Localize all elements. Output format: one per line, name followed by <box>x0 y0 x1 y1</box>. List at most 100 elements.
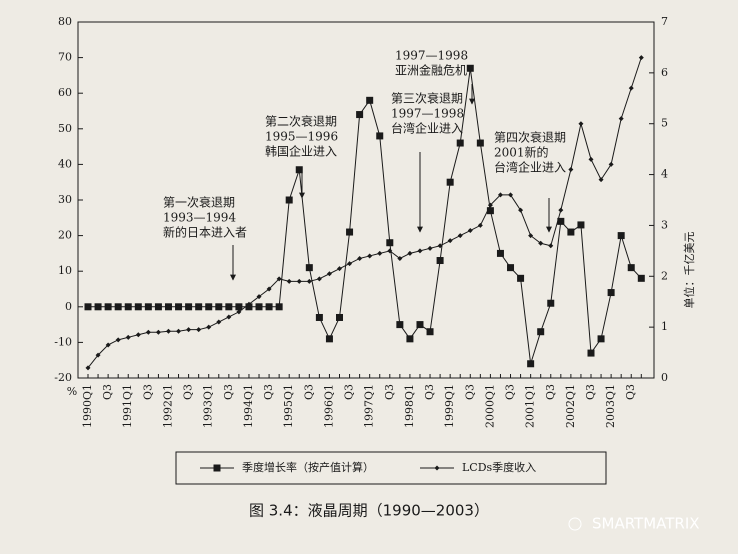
marker-diamond <box>367 253 373 259</box>
legend-label: 季度增长率（按产值计算） <box>242 460 374 474</box>
marker-square <box>275 303 283 311</box>
marker-diamond <box>477 222 483 228</box>
annotation: 台湾企业进入 <box>391 121 463 136</box>
marker-diamond <box>145 329 151 335</box>
marker-square <box>124 303 132 311</box>
x-tick-label: Q3 <box>504 384 517 400</box>
marker-diamond <box>598 177 604 183</box>
annotation: 2001新的 <box>494 145 549 160</box>
marker-square <box>134 303 142 311</box>
x-tick-label: Q3 <box>302 384 315 400</box>
marker-diamond <box>467 228 473 234</box>
marker-diamond <box>85 365 91 371</box>
marker-square <box>315 313 323 321</box>
marker-diamond <box>306 278 312 284</box>
x-tick-label: Q3 <box>222 384 235 400</box>
x-tick-label: Q3 <box>182 384 195 400</box>
x-tick-label: 1996Q1 <box>322 384 335 428</box>
marker-diamond <box>276 276 282 282</box>
marker-diamond <box>377 250 383 256</box>
marker-diamond <box>236 309 242 315</box>
marker-square <box>597 335 605 343</box>
annotation: 1995—1996 <box>265 130 338 144</box>
marker-diamond <box>186 327 192 333</box>
marker-square <box>446 178 454 186</box>
marker-square <box>547 299 555 307</box>
x-tick-label: Q3 <box>101 384 114 400</box>
x-tick-label: 1997Q1 <box>363 384 376 428</box>
marker-diamond <box>427 245 433 251</box>
marker-square <box>295 166 303 174</box>
y2-axis-label: 单位：千亿美元 <box>682 232 696 309</box>
annotation: 1993—1994 <box>163 211 236 225</box>
marker-square <box>537 328 545 336</box>
annotation: 台湾企业进入 <box>494 160 566 175</box>
marker-diamond <box>508 192 514 198</box>
x-tick-label: 1999Q1 <box>443 384 456 428</box>
marker-diamond <box>196 327 202 333</box>
y-tick-label: 70 <box>58 51 72 64</box>
marker-diamond <box>357 255 363 261</box>
y-tick-label: 30 <box>58 193 72 206</box>
x-tick-label: Q3 <box>624 384 637 400</box>
y2-tick-label: 5 <box>661 117 668 130</box>
marker-diamond <box>155 329 161 335</box>
marker-square <box>366 96 374 104</box>
x-tick-label: 1994Q1 <box>242 384 255 428</box>
marker-diamond <box>578 121 584 127</box>
y2-tick-label: 0 <box>661 371 668 384</box>
marker-diamond <box>618 116 624 122</box>
y-tick-label: 0 <box>65 300 72 313</box>
marker-diamond <box>487 202 493 208</box>
legend-label: LCDs季度收入 <box>462 460 536 474</box>
x-tick-label: 1992Q1 <box>161 384 174 428</box>
marker-square <box>486 207 494 215</box>
marker-diamond <box>216 319 222 325</box>
marker-diamond <box>497 192 503 198</box>
annotation: 亚洲金融危机 <box>395 63 467 78</box>
marker-square <box>527 360 535 368</box>
x-tick-label: 2002Q1 <box>564 384 577 428</box>
y-tick-label: 10 <box>58 264 72 277</box>
marker-diamond <box>176 328 182 334</box>
legend-box <box>175 451 607 485</box>
marker-diamond <box>246 301 252 307</box>
legend-marker <box>434 465 440 471</box>
annotation: 第二次衰退期 <box>265 114 337 129</box>
annotation: 1997—1998 <box>391 107 464 121</box>
marker-diamond <box>206 324 212 330</box>
marker-diamond <box>437 243 443 249</box>
marker-diamond <box>407 250 413 256</box>
y-tick-label: -10 <box>54 335 72 348</box>
marker-diamond <box>548 243 554 249</box>
x-tick-label: 1993Q1 <box>202 384 215 428</box>
marker-square <box>325 335 333 343</box>
marker-diamond <box>95 352 101 358</box>
x-tick-label: 2003Q1 <box>604 384 617 428</box>
marker-diamond <box>256 294 262 300</box>
x-tick-label: Q3 <box>423 384 436 400</box>
annotation: 1997—1998 <box>395 49 468 63</box>
marker-diamond <box>588 156 594 162</box>
marker-square <box>104 303 112 311</box>
marker-square <box>386 239 394 247</box>
marker-diamond <box>226 314 232 320</box>
x-tick-label: Q3 <box>343 384 356 400</box>
marker-diamond <box>628 85 634 91</box>
x-tick-label: 1990Q1 <box>81 384 94 428</box>
marker-diamond <box>347 261 353 267</box>
marker-square <box>205 303 213 311</box>
x-tick-label: Q3 <box>141 384 154 400</box>
x-tick-label: Q3 <box>584 384 597 400</box>
marker-square <box>215 303 223 311</box>
y-tick-label: 50 <box>58 122 72 135</box>
annotation: 新的日本进入者 <box>163 225 247 240</box>
marker-square <box>567 228 575 236</box>
x-tick-label: Q3 <box>544 384 557 400</box>
y2-tick-label: 1 <box>661 320 668 333</box>
marker-square <box>416 321 424 329</box>
marker-diamond <box>387 248 393 254</box>
y2-tick-label: 2 <box>661 269 668 282</box>
